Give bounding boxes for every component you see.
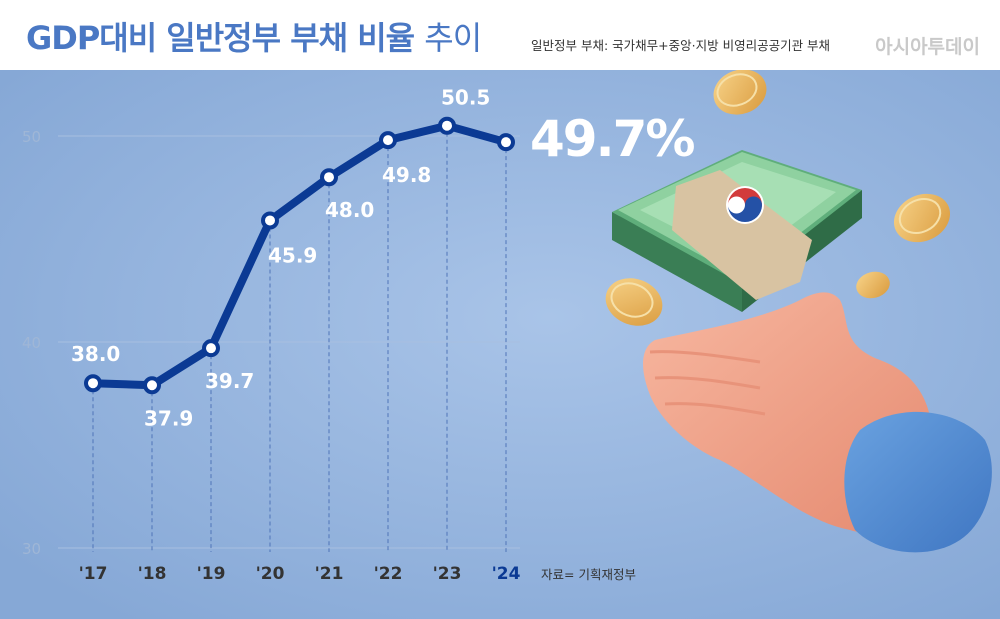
- data-label: 49.8: [382, 163, 431, 187]
- data-point: [379, 131, 397, 150]
- highlight-data-label: 49.7%: [530, 110, 694, 168]
- hand-icon: [643, 292, 992, 553]
- data-label: 45.9: [268, 243, 317, 267]
- data-point: [497, 133, 515, 152]
- y-tick-label: 50: [22, 128, 41, 146]
- x-axis-ticks: '17 '18 '19 '20 '21 '22 '23 '24: [79, 564, 521, 584]
- data-point: [261, 211, 279, 230]
- subtitle-note: 일반정부 부채: 국가채무+중앙·지방 비영리공공기관 부채: [531, 38, 831, 53]
- x-tick-label: '20: [256, 564, 285, 584]
- data-point: [438, 116, 456, 135]
- data-point: [143, 376, 161, 395]
- source-note: 자료= 기획재정부: [541, 567, 636, 582]
- data-label: 50.5: [441, 86, 490, 110]
- data-labels: 38.0 37.9 39.7 45.9 48.0 49.8 50.5 49.7%: [71, 86, 696, 431]
- data-label: 38.0: [71, 342, 120, 366]
- coin-icon: [893, 193, 951, 243]
- title-suffix: 추이: [424, 19, 482, 57]
- guide-lines: [92, 125, 507, 552]
- x-tick-label: '18: [138, 564, 167, 584]
- data-point: [320, 168, 338, 187]
- x-tick-label: '23: [433, 564, 462, 584]
- y-tick-label: 30: [22, 540, 41, 558]
- coin-icon: [856, 271, 890, 299]
- title-main: GDP대비 일반정부 부채 비율: [26, 19, 415, 57]
- data-label: 48.0: [325, 198, 374, 222]
- data-label: 39.7: [205, 369, 254, 393]
- data-point: [84, 374, 102, 393]
- brand-logo: 아시아투데이: [875, 36, 980, 58]
- data-point: [202, 339, 220, 358]
- data-markers: [84, 116, 515, 395]
- x-tick-label: '19: [197, 564, 226, 584]
- grid-lines: [58, 135, 520, 549]
- x-tick-label: '17: [79, 564, 108, 584]
- page-title: GDP대비 일반정부 부채 비율 추이: [26, 13, 482, 59]
- y-axis-ticks: 30 40 50: [22, 128, 41, 558]
- series-line: [89, 121, 510, 390]
- x-tick-label: '22: [374, 564, 403, 584]
- coin-icon: [713, 69, 767, 115]
- data-label: 37.9: [144, 406, 193, 430]
- x-tick-label: '21: [315, 564, 344, 584]
- header-bar: GDP대비 일반정부 부채 비율 추이 일반정부 부채: 국가채무+중앙·지방 …: [0, 0, 1000, 70]
- coin-icon: [605, 278, 663, 326]
- money-stack-icon: [612, 150, 862, 312]
- y-tick-label: 40: [22, 334, 41, 352]
- x-tick-label: '24: [492, 564, 521, 584]
